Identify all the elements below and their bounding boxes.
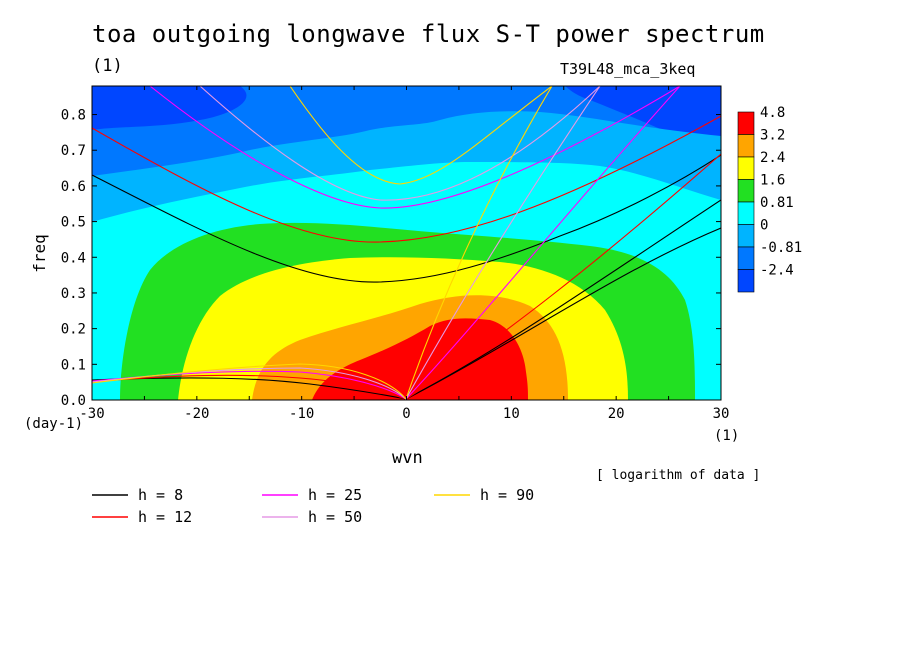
y-tick-label: 0.5 bbox=[61, 215, 86, 231]
y-tick-label: 0.0 bbox=[61, 393, 86, 409]
dispersion-curve-h90 bbox=[405, 86, 553, 400]
colorbar-label: 3.2 bbox=[760, 128, 785, 144]
colorbar-swatch bbox=[737, 111, 755, 135]
dispersion-curve-h8 bbox=[92, 154, 721, 283]
y-tick-label: 0.2 bbox=[61, 322, 86, 338]
legend-label: h = 25 bbox=[308, 486, 362, 504]
colorbar-swatch bbox=[737, 224, 755, 248]
x-axis-units: (1) bbox=[714, 428, 740, 444]
data-note: [ logarithm of data ] bbox=[596, 468, 761, 483]
dispersion-curve-h90 bbox=[289, 86, 553, 185]
y-tick-label: 0.8 bbox=[61, 108, 86, 124]
dispersion-curve-h8 bbox=[405, 227, 721, 400]
x-tick-label: -30 bbox=[79, 406, 104, 422]
colorbar-label: -0.81 bbox=[760, 240, 802, 256]
dispersion-curve-h25 bbox=[149, 86, 681, 209]
legend-label: h = 50 bbox=[308, 508, 362, 526]
x-tick-label: 10 bbox=[503, 406, 520, 422]
y-tick-label: 0.7 bbox=[61, 143, 86, 159]
contour-region bbox=[565, 86, 721, 160]
dispersion-curve-h25 bbox=[405, 86, 681, 400]
colorbar-label: -2.4 bbox=[760, 263, 794, 279]
x-tick-label: 30 bbox=[713, 406, 730, 422]
colorbar-label: 0 bbox=[760, 218, 768, 234]
y-axis-units: (day-1) bbox=[24, 416, 84, 432]
x-tick-label: 20 bbox=[608, 406, 625, 422]
contour-region bbox=[92, 86, 247, 130]
legend-label: h = 90 bbox=[480, 486, 534, 504]
plot-area bbox=[92, 86, 721, 400]
legend-label: h = 8 bbox=[138, 486, 183, 504]
y-tick-label: 0.1 bbox=[61, 357, 86, 373]
colorbar-swatch bbox=[737, 201, 755, 225]
colorbar-label: 1.6 bbox=[760, 173, 785, 189]
x-tick-label: -20 bbox=[184, 406, 209, 422]
colorbar-label: 2.4 bbox=[760, 150, 785, 166]
units-label: (1) bbox=[92, 56, 123, 76]
colorbar-swatch bbox=[737, 134, 755, 158]
dispersion-curve-h12 bbox=[92, 374, 407, 400]
legend-label: h = 12 bbox=[138, 508, 192, 526]
dispersion-curve-h12 bbox=[405, 153, 721, 400]
dispersion-curve-h50 bbox=[199, 86, 601, 201]
x-axis-label: wvn bbox=[392, 448, 423, 468]
y-tick-label: 0.4 bbox=[61, 250, 86, 266]
dispersion-curve-h50 bbox=[405, 86, 601, 400]
y-tick-label: 0.6 bbox=[61, 179, 86, 195]
run-label: T39L48_mca_3keq bbox=[560, 60, 696, 78]
dispersion-curve-h8 bbox=[92, 377, 407, 400]
colorbar-label: 0.81 bbox=[760, 195, 794, 211]
colorbar-swatch bbox=[737, 246, 755, 270]
dispersion-curve-h90 bbox=[92, 363, 407, 400]
colorbar-label: 4.8 bbox=[760, 105, 785, 121]
colorbar-swatch bbox=[737, 179, 755, 203]
x-tick-label: 0 bbox=[402, 406, 410, 422]
x-tick-label: -10 bbox=[289, 406, 314, 422]
colorbar-swatch bbox=[737, 269, 755, 293]
colorbar-swatch bbox=[737, 156, 755, 180]
chart-title: toa outgoing longwave flux S-T power spe… bbox=[92, 20, 765, 48]
dispersion-curve-h12 bbox=[92, 115, 721, 243]
y-tick-label: 0.3 bbox=[61, 286, 86, 302]
